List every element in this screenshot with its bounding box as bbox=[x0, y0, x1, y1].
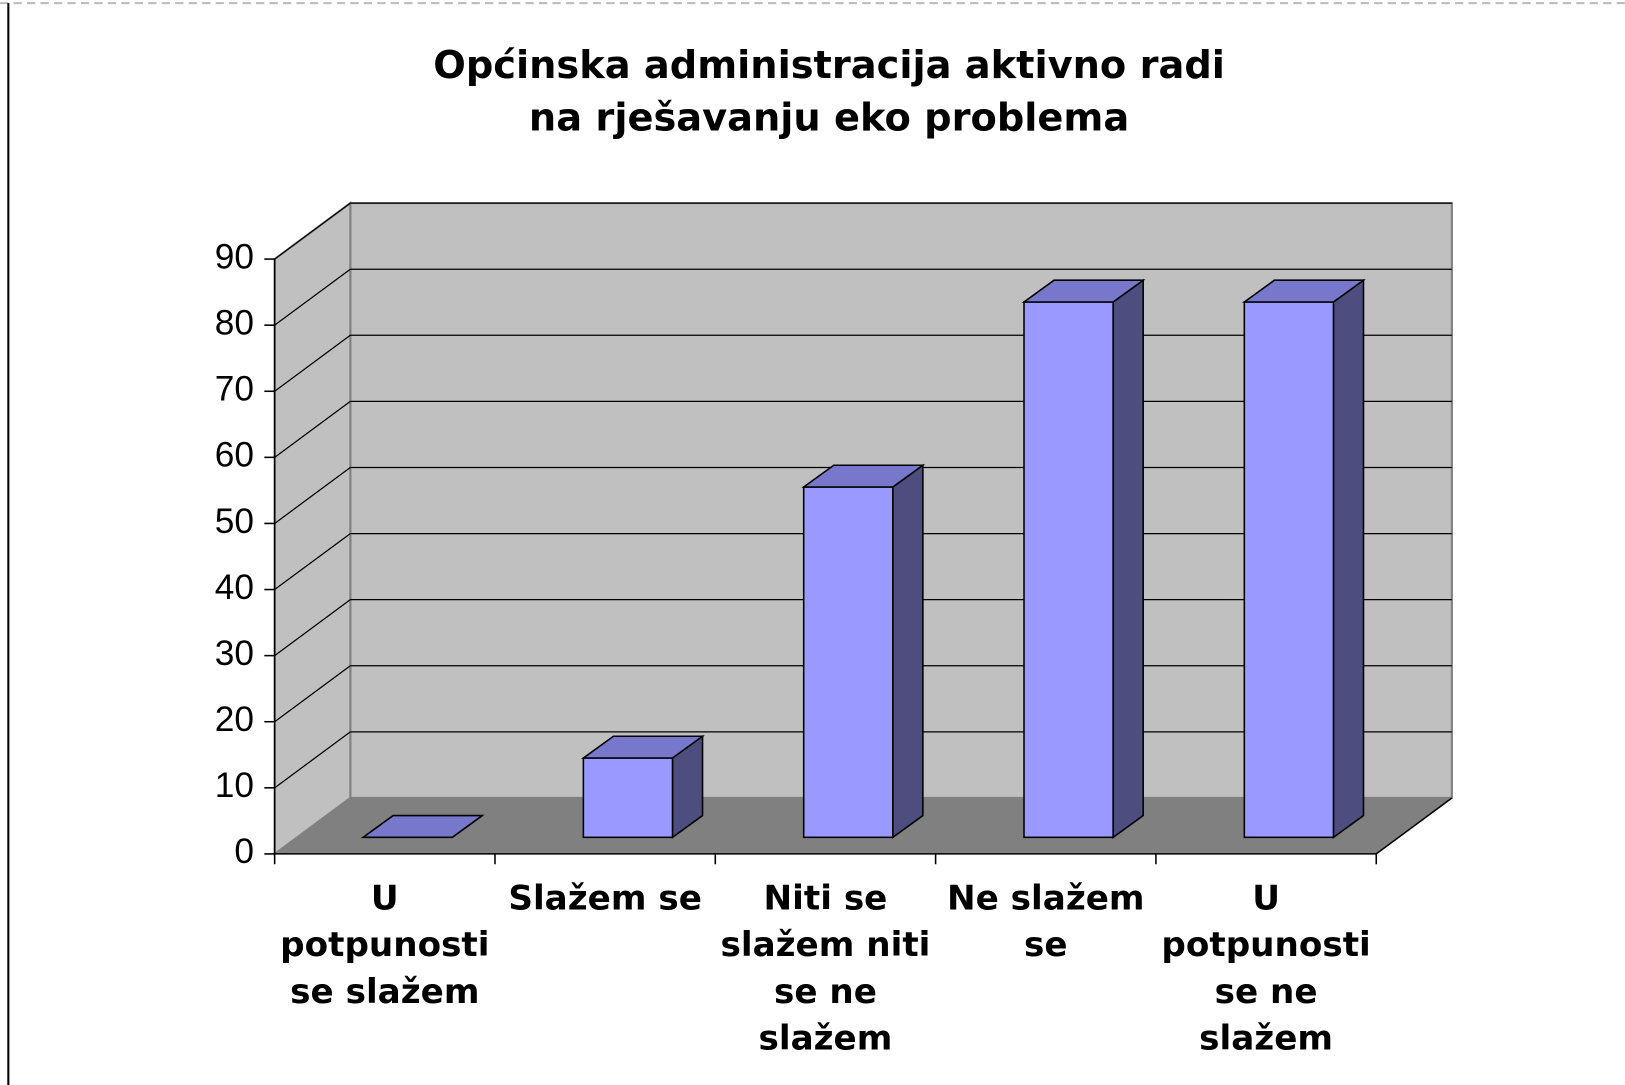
y-tick-label: 90 bbox=[215, 237, 254, 276]
chart-title: na rješavanju eko problema bbox=[529, 96, 1129, 141]
bar-top bbox=[1021, 279, 1146, 303]
y-tick-label: 30 bbox=[215, 634, 254, 673]
bar-top bbox=[1241, 279, 1366, 303]
bar-top bbox=[580, 735, 705, 759]
grid-line bbox=[274, 665, 351, 723]
y-tick-label: 10 bbox=[215, 766, 254, 805]
y-tick-label: 50 bbox=[215, 502, 254, 541]
x-tick-label: Niti se slažem niti se ne slažem bbox=[721, 878, 931, 1058]
x-axis-depth bbox=[1375, 797, 1453, 855]
bar-side bbox=[892, 463, 924, 839]
y-tick-label: 0 bbox=[234, 832, 254, 871]
x-tick-label: Ne slažem se bbox=[947, 878, 1145, 965]
bar-top bbox=[801, 464, 926, 488]
grid-line bbox=[274, 599, 351, 657]
bar bbox=[802, 486, 894, 839]
bar bbox=[582, 757, 674, 839]
bar bbox=[1243, 301, 1335, 839]
grid-line bbox=[274, 533, 351, 591]
side-wall bbox=[273, 201, 352, 856]
chart-title: Općinska administracija aktivno radi bbox=[433, 43, 1225, 88]
grid-line bbox=[274, 466, 351, 524]
grid-line bbox=[274, 731, 351, 789]
y-tick-label: 40 bbox=[215, 568, 254, 607]
grid-line bbox=[274, 202, 351, 260]
y-tick-label: 80 bbox=[215, 303, 254, 342]
grid-line bbox=[274, 400, 351, 458]
y-tick-label: 20 bbox=[215, 700, 254, 739]
x-tick-label: Slažem se bbox=[508, 878, 702, 918]
grid-line bbox=[274, 268, 351, 326]
grid-line bbox=[274, 334, 351, 392]
bar bbox=[1023, 301, 1114, 839]
y-tick-label: 60 bbox=[215, 436, 254, 475]
bar-top bbox=[360, 814, 485, 839]
bar-side bbox=[1112, 278, 1144, 839]
y-tick-label: 70 bbox=[215, 370, 254, 409]
bar-side bbox=[1332, 278, 1365, 839]
